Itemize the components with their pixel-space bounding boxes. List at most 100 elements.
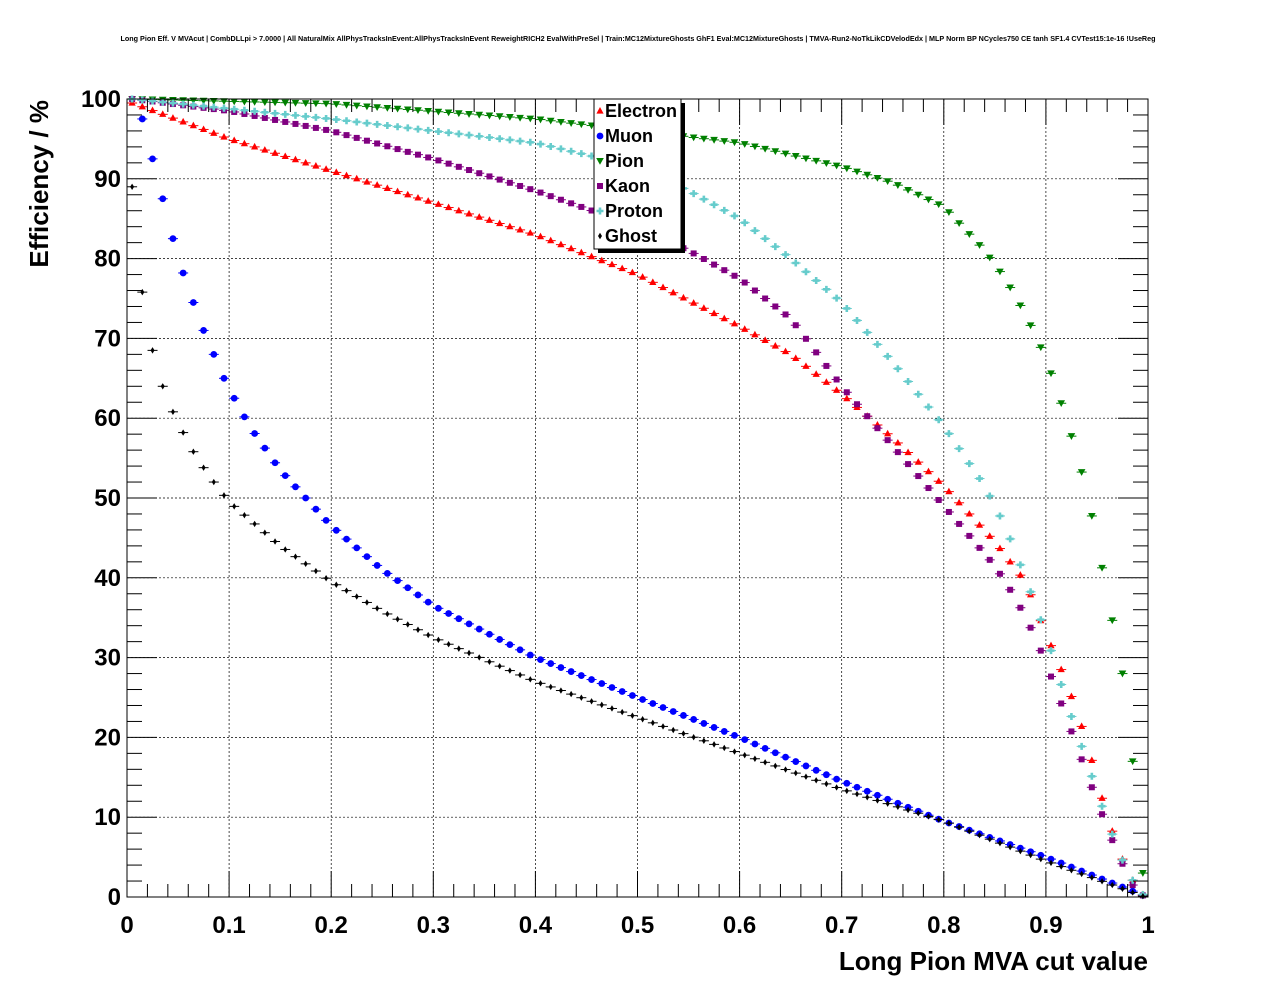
electron-point [240,139,249,147]
y-tick-label: 20 [94,724,121,751]
proton-point [240,106,248,114]
pion-point [904,186,912,194]
proton-point [1047,647,1055,655]
pion-point [1118,670,1127,678]
y-tick-label: 80 [94,246,121,273]
electron-point [1078,722,1086,730]
kaon-point [527,186,534,193]
electron-point [700,304,708,311]
muon-point [1057,859,1065,867]
proton-point [220,104,228,112]
legend-label-muon: Muon [605,126,653,146]
muon-point [435,604,442,612]
pion-point [843,165,851,173]
muon-point [843,779,851,787]
kaon-point [363,137,370,144]
y-tick-label: 90 [94,166,121,193]
ghost-point [824,780,829,788]
kaon-point [312,124,319,131]
ghost-point [344,587,349,594]
proton-point [138,96,146,104]
ghost-point [170,408,175,416]
ghost-point [477,654,482,661]
electron-point [322,165,330,172]
electron-point [975,521,984,528]
electron-point [536,232,545,240]
proton-point [1016,561,1024,569]
ghost-point [528,676,533,683]
x-tick-label: 0.8 [927,912,960,939]
electron-point [894,438,902,446]
muon-point [383,570,391,577]
electron-point [955,498,963,506]
y-tick-label: 100 [81,86,121,113]
kaon-point [282,118,289,125]
ghost-point [1130,889,1135,896]
ghost-point [1028,851,1033,859]
y-tick-label: 60 [94,405,121,432]
muon-point [853,783,861,791]
x-tick-label: 1 [1141,912,1154,939]
muon-point [169,235,177,243]
electron-point [690,299,698,306]
proton-point [526,138,534,146]
ghost-point [252,520,257,528]
proton-point [567,147,575,155]
muon-point [230,394,238,402]
kaon-point [1058,700,1065,707]
electron-point [761,336,769,343]
pion-point [312,100,320,108]
proton-point [322,114,330,122]
proton-point [771,243,779,251]
proton-point [537,140,545,148]
ghost-point [609,705,614,712]
muon-point [710,724,718,731]
ghost-point [446,641,451,648]
proton-point [547,142,555,150]
pion-point [781,150,790,158]
muon-point [322,516,330,524]
pion-point [1108,617,1117,625]
ghost-point [752,755,757,762]
ghost-point [364,599,369,606]
muon-point [720,728,728,735]
kaon-point [568,200,575,207]
ghost-point [1038,855,1043,863]
kaon-point [731,272,738,279]
muon-point [526,651,534,659]
proton-point [1108,830,1116,838]
muon-point [353,544,361,552]
muon-point [455,615,463,623]
proton-point [741,219,749,227]
ghost-point [1110,881,1115,889]
legend-label-ghost: Ghost [605,226,657,246]
proton-point [465,131,473,139]
pion-point [955,220,963,227]
electron-point [485,216,494,223]
electron-point [138,102,146,110]
kaon-point [384,143,391,150]
electron-point [465,209,473,217]
kaon-point [1109,837,1116,844]
kaon-point [813,349,820,356]
kaon-point [956,520,963,527]
proton-point [291,111,299,119]
pion-point [383,104,392,112]
proton-point [1067,712,1075,720]
proton-point [343,117,351,125]
electron-point [577,248,585,256]
proton-point [833,294,841,302]
pion-point [363,103,371,111]
proton-point [302,112,310,120]
pion-point [914,191,923,199]
kaon-point [394,146,401,153]
kaon-point [772,303,779,310]
electron-point [884,429,892,437]
proton-point [251,107,259,115]
legend-marker-kaon [597,183,603,189]
ghost-point [977,831,982,839]
kaon-point [986,556,993,563]
pion-point [1057,400,1066,408]
